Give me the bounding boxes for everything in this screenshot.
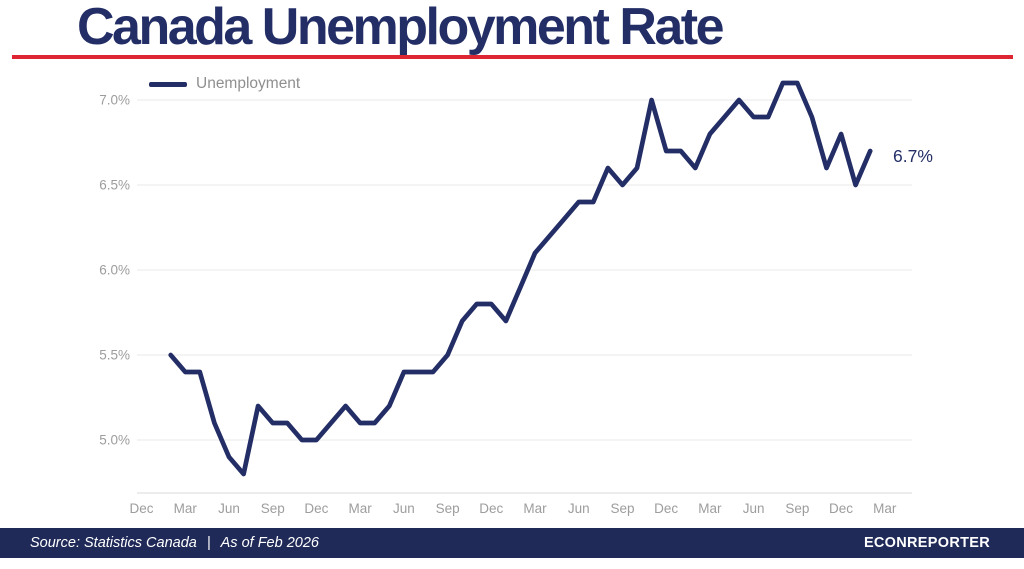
x-tick-label: Sep — [785, 501, 809, 516]
x-tick-label: Jun — [743, 501, 765, 516]
last-value-annotation: 6.7% — [893, 146, 933, 166]
as-of-text: As of Feb 2026 — [220, 535, 319, 551]
y-tick-label: 6.0% — [99, 263, 130, 278]
y-tick-label: 5.5% — [99, 348, 130, 363]
y-tick-label: 7.0% — [99, 93, 130, 108]
footer-bar: Source: Statistics Canada | As of Feb 20… — [0, 528, 1024, 558]
x-tick-label: Dec — [130, 501, 154, 516]
x-tick-label: Jun — [393, 501, 415, 516]
legend-label: Unemployment — [196, 75, 301, 92]
y-tick-label: 6.5% — [99, 178, 130, 193]
footer-source: Source: Statistics Canada | As of Feb 20… — [30, 535, 319, 551]
footer-separator: | — [206, 535, 211, 551]
x-tick-label: Jun — [218, 501, 240, 516]
title-underline-rule — [12, 55, 1013, 59]
x-tick-label: Sep — [436, 501, 460, 516]
x-tick-label: Dec — [829, 501, 853, 516]
chart-legend: Unemployment — [149, 75, 300, 93]
x-tick-label: Mar — [523, 501, 547, 516]
x-tick-label: Dec — [479, 501, 503, 516]
x-tick-label: Sep — [610, 501, 634, 516]
x-tick-label: Dec — [304, 501, 328, 516]
x-tick-label: Jun — [568, 501, 590, 516]
x-tick-label: Mar — [873, 501, 897, 516]
x-tick-label: Mar — [174, 501, 198, 516]
unemployment-series-line — [168, 80, 873, 477]
y-tick-label: 5.0% — [99, 433, 130, 448]
x-tick-label: Dec — [654, 501, 678, 516]
x-tick-label: Sep — [261, 501, 285, 516]
chart-title: Canada Unemployment Rate — [77, 0, 725, 56]
legend-line-swatch — [149, 81, 187, 87]
brand-logo-text: ECONREPORTER — [863, 535, 990, 551]
x-tick-label: Mar — [349, 501, 373, 516]
x-tick-label: Mar — [698, 501, 722, 516]
source-text: Source: Statistics Canada — [30, 535, 197, 551]
